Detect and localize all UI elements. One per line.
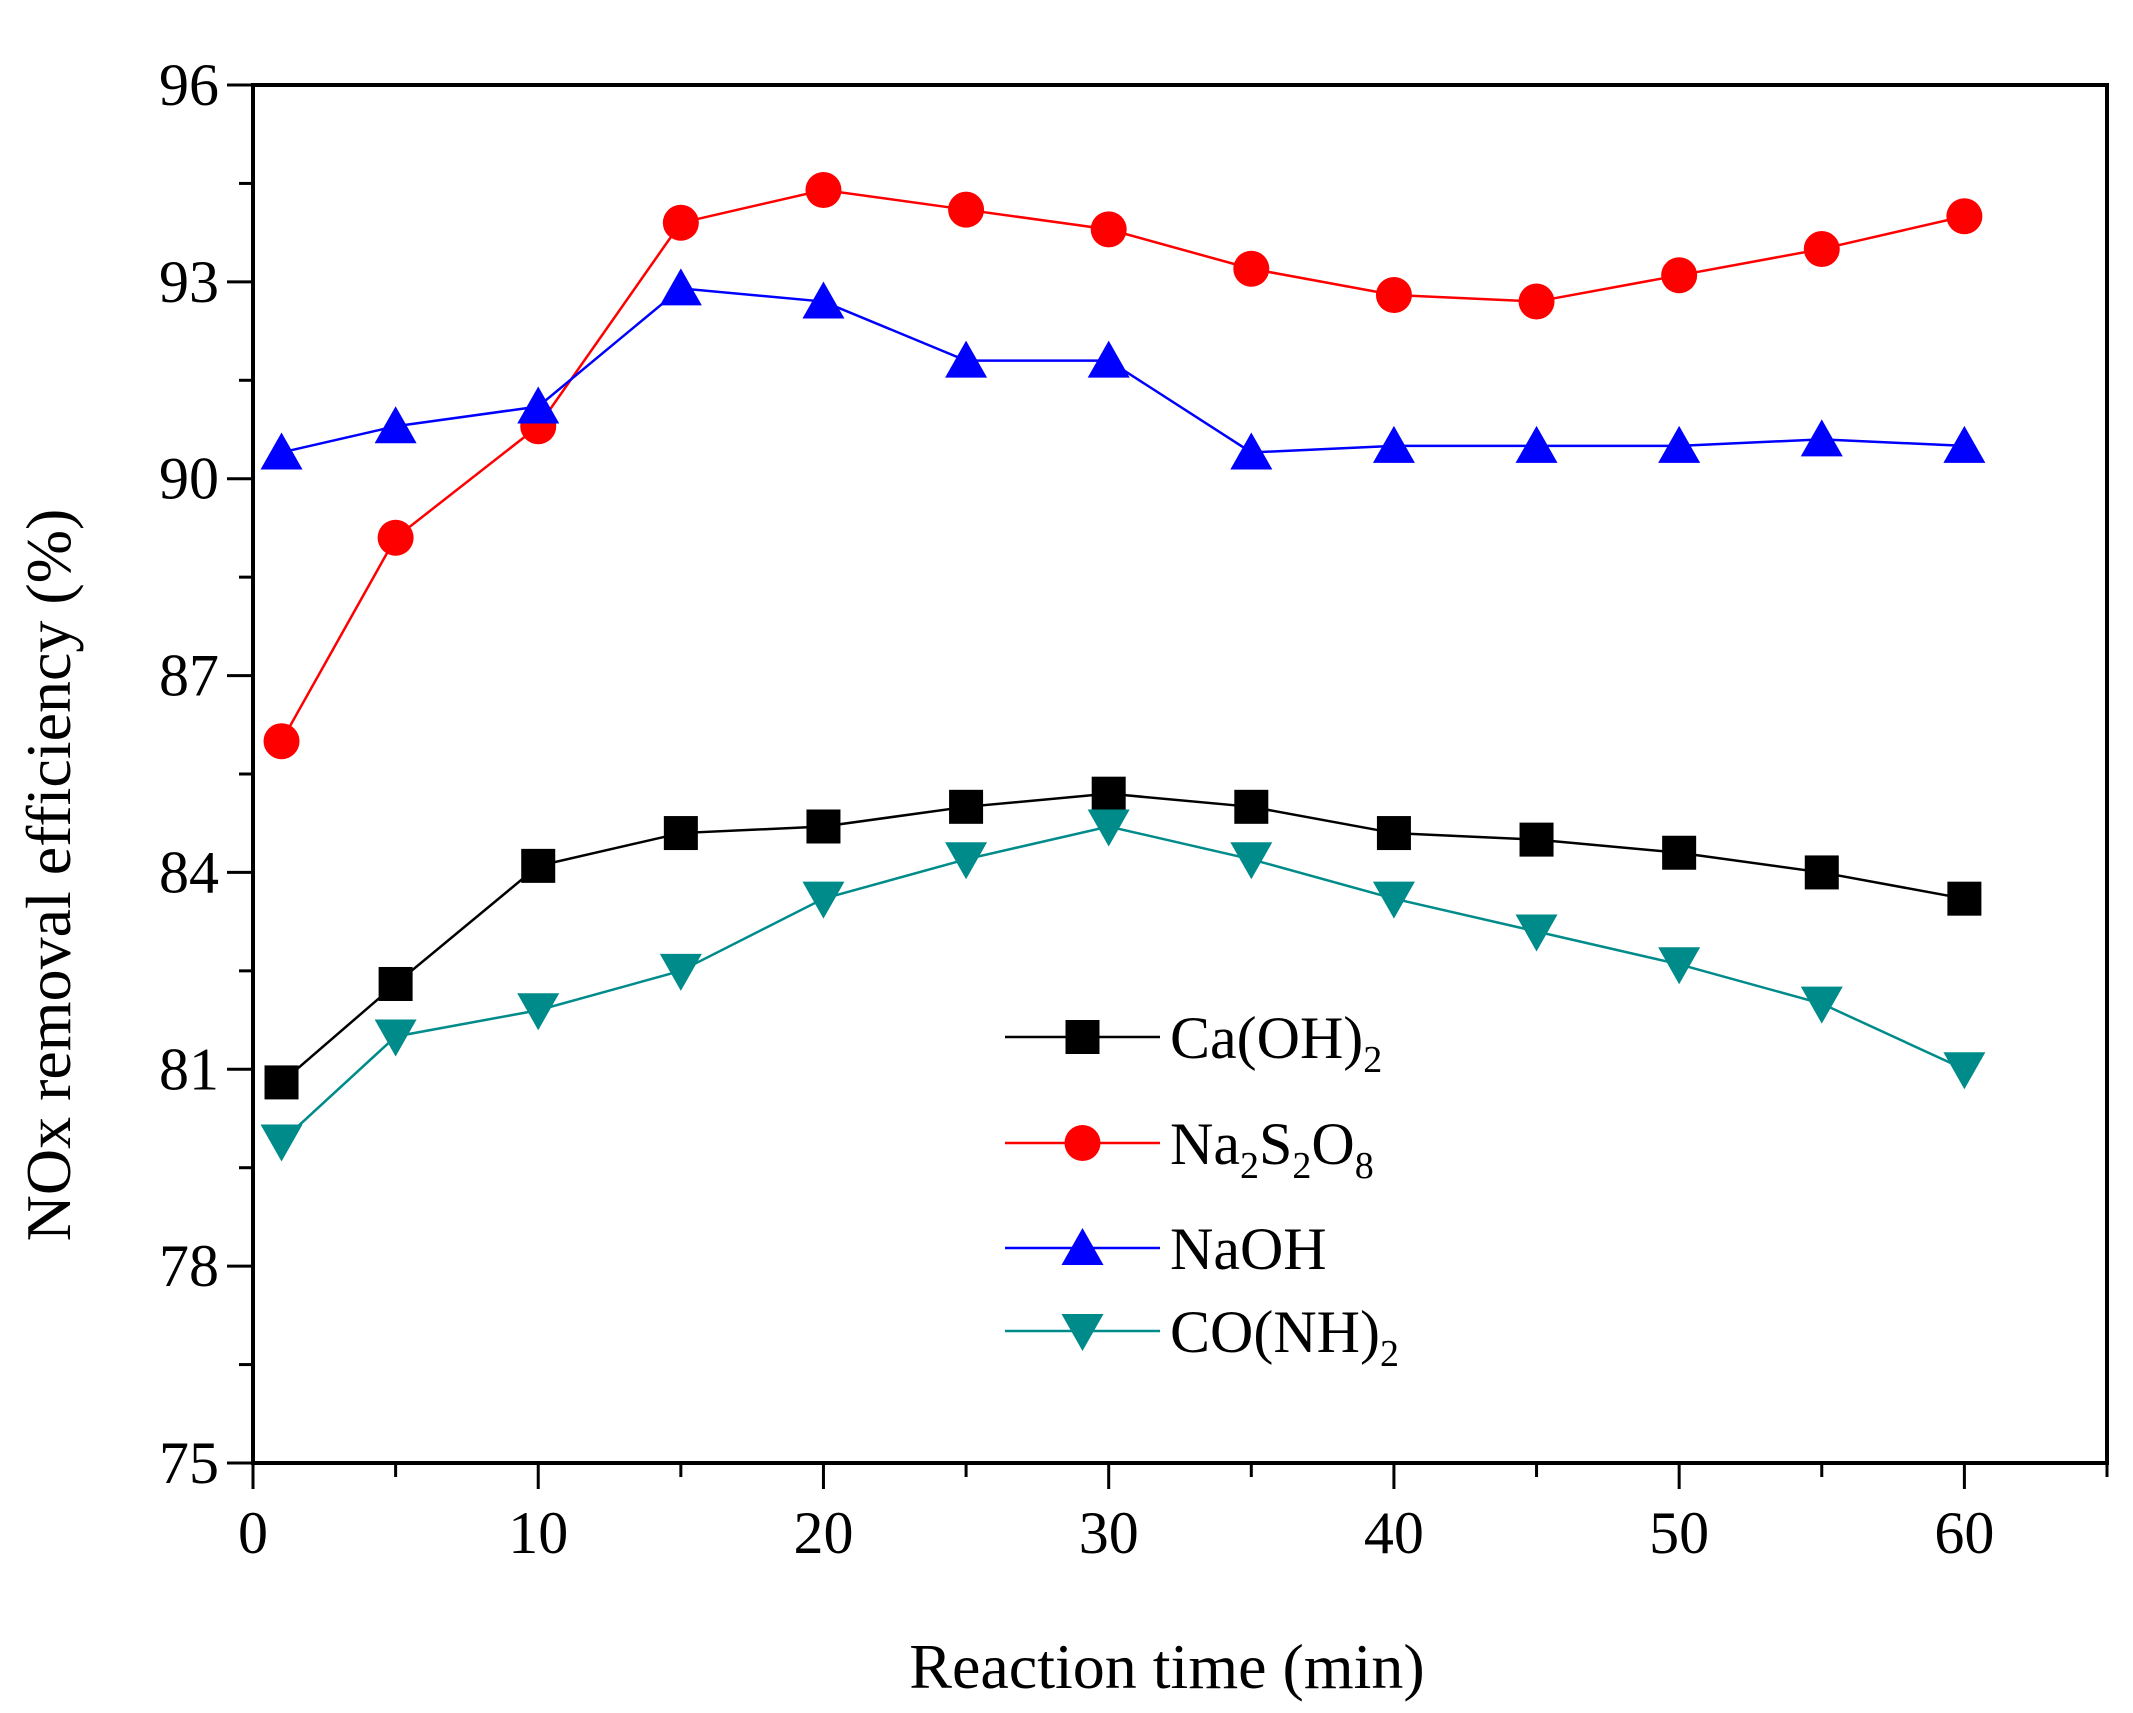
legend-marker-shape-1: [1064, 1125, 1101, 1161]
legend-label-3: CO(NH)2: [1170, 1299, 1399, 1375]
data-point-0-8: [1376, 816, 1411, 851]
data-point-1-0: [263, 723, 300, 760]
x-tick-label: 20: [793, 1500, 853, 1566]
data-point-3-3: [659, 953, 702, 991]
x-tick-label: 60: [1934, 1500, 1994, 1566]
data-point-2-3: [659, 268, 702, 306]
x-tick-label: 50: [1649, 1500, 1709, 1566]
legend-marker-2: [1061, 1228, 1104, 1265]
data-point-0-9: [1519, 822, 1554, 857]
x-axis-title: Reaction time (min): [909, 1631, 1424, 1702]
y-tick-label: 81: [159, 1036, 219, 1102]
data-point-1-8: [1375, 276, 1412, 313]
x-tick-label: 0: [238, 1500, 268, 1566]
y-tick-label: 84: [159, 839, 219, 905]
legend-marker-shape-3: [1061, 1314, 1104, 1351]
legend-label-1: Na2S2O8: [1170, 1111, 1374, 1187]
legend-marker-shape-2: [1061, 1228, 1104, 1265]
data-point-3-4: [802, 881, 845, 919]
data-point-2-10: [1658, 425, 1701, 463]
y-axis-title: NOx removal efficiency (%): [13, 509, 84, 1242]
legend-marker-3: [1061, 1314, 1104, 1351]
data-point-1-10: [1661, 257, 1698, 294]
data-point-2-7: [1230, 432, 1273, 470]
data-point-1-4: [805, 171, 842, 208]
legend: Ca(OH)2 Na2S2O8 NaOH CO(NH)2: [1005, 1005, 1399, 1375]
x-tick-label: 10: [508, 1500, 568, 1566]
data-point-1-11: [1803, 231, 1840, 268]
data-point-2-2: [517, 386, 560, 424]
data-point-1-3: [662, 204, 699, 241]
data-point-1-7: [1233, 250, 1270, 287]
data-point-2-9: [1515, 425, 1558, 463]
data-point-0-1: [378, 966, 413, 1001]
data-point-1-1: [377, 519, 414, 556]
data-point-0-10: [1662, 835, 1697, 870]
data-point-3-12: [1943, 1052, 1986, 1090]
data-point-1-6: [1090, 211, 1127, 248]
data-point-0-2: [521, 848, 556, 883]
data-point-3-5: [945, 842, 988, 880]
legend-label-0: Ca(OH)2: [1170, 1005, 1382, 1081]
data-point-3-9: [1515, 914, 1558, 952]
data-point-0-6: [1091, 776, 1126, 811]
x-tick-label: 40: [1364, 1500, 1424, 1566]
y-tick-label: 78: [159, 1233, 219, 1299]
data-point-3-1: [374, 1019, 417, 1057]
data-point-0-7: [1234, 789, 1269, 824]
data-point-0-0: [264, 1065, 299, 1100]
data-point-0-3: [663, 816, 698, 851]
data-point-3-10: [1658, 947, 1701, 985]
data-point-0-12: [1947, 881, 1982, 916]
data-point-0-5: [949, 789, 984, 824]
data-point-3-2: [517, 993, 560, 1031]
series-markers: [260, 171, 1986, 1162]
y-tick-label: 93: [159, 249, 219, 315]
data-point-2-5: [945, 340, 988, 378]
data-point-3-8: [1372, 881, 1415, 919]
legend-label-2: NaOH: [1170, 1216, 1327, 1282]
data-point-3-0: [260, 1124, 303, 1162]
legend-marker-0: [1065, 1020, 1100, 1054]
y-tick-label: 90: [159, 446, 219, 512]
x-tick-label: 30: [1079, 1500, 1139, 1566]
data-point-3-11: [1800, 986, 1843, 1024]
y-tick-label: 75: [159, 1430, 219, 1496]
data-point-3-7: [1230, 842, 1273, 880]
data-point-1-5: [948, 191, 985, 228]
data-point-1-12: [1946, 198, 1983, 235]
ticks: 0 10 20 30 40 50 60 75 78 81 84 87 90 93 96: [159, 52, 2109, 1566]
data-point-2-4: [802, 281, 845, 319]
legend-marker-shape-0: [1065, 1020, 1100, 1054]
data-point-2-1: [374, 406, 417, 444]
legend-marker-1: [1064, 1125, 1101, 1161]
data-point-2-6: [1087, 340, 1130, 378]
data-point-2-12: [1943, 425, 1986, 463]
data-point-3-6: [1087, 809, 1130, 847]
y-tick-label: 96: [159, 52, 219, 118]
data-point-1-9: [1518, 283, 1555, 320]
y-tick-label: 87: [159, 643, 219, 709]
data-point-0-11: [1804, 855, 1839, 890]
data-point-2-8: [1372, 425, 1415, 463]
data-point-2-11: [1800, 419, 1843, 457]
data-point-2-0: [260, 432, 303, 470]
data-point-0-4: [806, 809, 841, 844]
